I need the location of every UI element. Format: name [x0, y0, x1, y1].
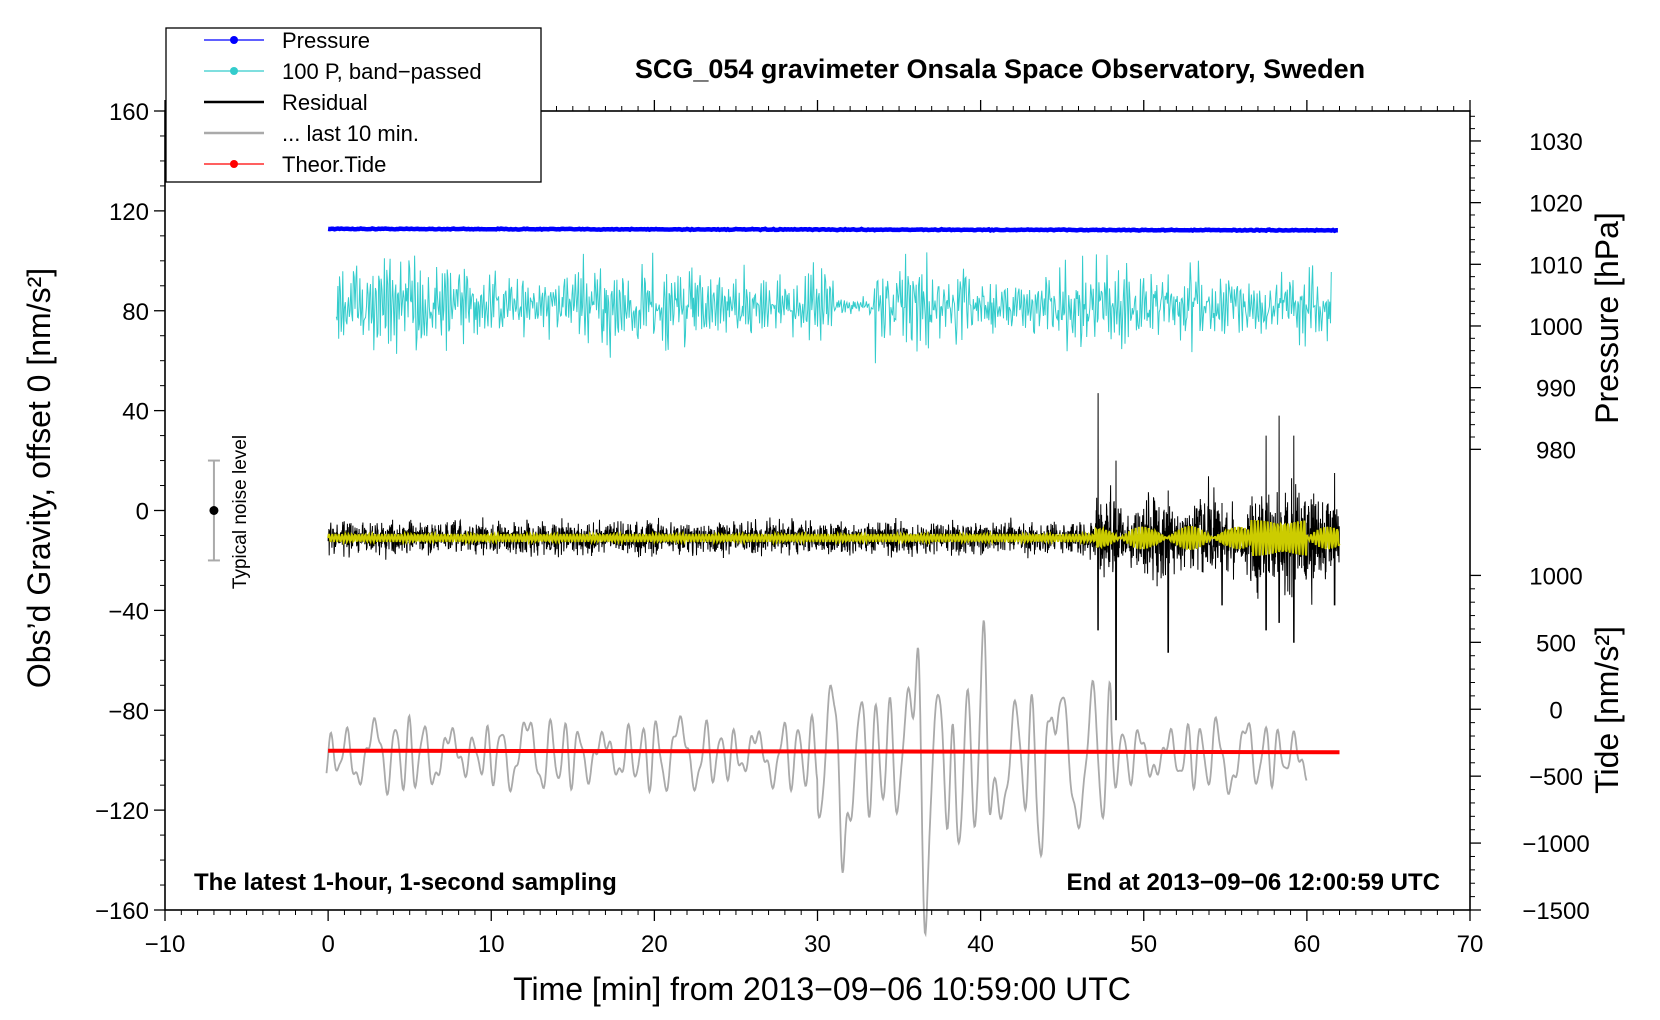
x-axis-label: Time [min] from 2013−09−06 10:59:00 UTC: [513, 971, 1131, 1007]
axes-layer: −10 0 10 20 30 40 50 60 7016012080400−40−80−120−…: [95, 99, 1590, 958]
pressure-tick-label: 990: [1536, 376, 1576, 403]
legend-marker: [230, 36, 238, 44]
y-tick-label: 0: [136, 499, 149, 526]
x-tick-label: −10: [145, 931, 186, 958]
series-residual-smoothed: [327, 519, 1341, 556]
tide-tick-label: −1500: [1522, 898, 1589, 925]
tide-tick-label: 500: [1536, 630, 1576, 657]
y-axis-label-left: Obs’d Gravity, offset 0 [nm/s²]: [21, 268, 57, 688]
legend-label: ... last 10 min.: [282, 121, 419, 146]
y-tick-label: −40: [108, 598, 149, 625]
chart-title: SCG_054 gravimeter Onsala Space Observat…: [635, 54, 1365, 84]
x-tick-label: 40: [967, 931, 994, 958]
tide-tick-label: −500: [1529, 764, 1583, 791]
y-tick-label: −80: [108, 698, 149, 725]
y-tick-label: 120: [109, 199, 149, 226]
pressure-tick-label: 1000: [1529, 314, 1582, 341]
series-theor-tide: [328, 748, 1340, 755]
legend: Pressure 100 P, band−passed Residual ... la…: [165, 27, 542, 183]
legend-marker: [230, 160, 238, 168]
y-tick-label: −120: [95, 798, 149, 825]
legend-label: Residual: [282, 90, 368, 115]
x-tick-label: 10: [478, 931, 505, 958]
pressure-tick-label: 1010: [1529, 252, 1582, 279]
pressure-tick-label: 1020: [1529, 191, 1582, 218]
x-tick-label: 60: [1294, 931, 1321, 958]
legend-label: Pressure: [282, 28, 370, 53]
x-tick-label: 30: [804, 931, 831, 958]
y-tick-label: 80: [122, 299, 149, 326]
legend-label: 100 P, band−passed: [282, 59, 482, 84]
annotation-sampling: The latest 1-hour, 1-second sampling: [194, 869, 617, 896]
x-tick-label: 0: [321, 931, 334, 958]
y-axis-label-tide: Tide [nm/s²]: [1589, 626, 1625, 794]
tide-tick-label: 1000: [1529, 563, 1582, 590]
series-pressure: [327, 226, 1338, 234]
x-tick-label: 50: [1130, 931, 1157, 958]
y-axis-label-pressure: Pressure [hPa]: [1589, 212, 1625, 424]
noise-bar-center: [209, 506, 219, 515]
noise-level-label: Typical noise level: [230, 435, 251, 589]
tide-tick-label: −1000: [1522, 831, 1589, 858]
tide-tick-label: 0: [1549, 697, 1562, 724]
series-last-10-min: [325, 620, 1308, 938]
y-tick-label: −160: [95, 898, 149, 925]
pressure-tick-label: 1030: [1529, 129, 1582, 156]
series-band-passed: [335, 252, 1332, 364]
y-tick-label: 160: [109, 99, 149, 126]
series-layer: [325, 226, 1341, 938]
legend-box: [165, 27, 542, 183]
legend-marker: [230, 67, 238, 75]
pressure-tick-label: 980: [1536, 437, 1576, 464]
series-residual: [327, 393, 1340, 721]
x-tick-label: 20: [641, 931, 668, 958]
legend-label: Theor.Tide: [282, 152, 386, 177]
x-tick-label: 70: [1457, 931, 1484, 958]
annotation-end-time: End at 2013−09−06 12:00:59 UTC: [1066, 869, 1440, 896]
y-tick-label: 40: [122, 399, 149, 426]
